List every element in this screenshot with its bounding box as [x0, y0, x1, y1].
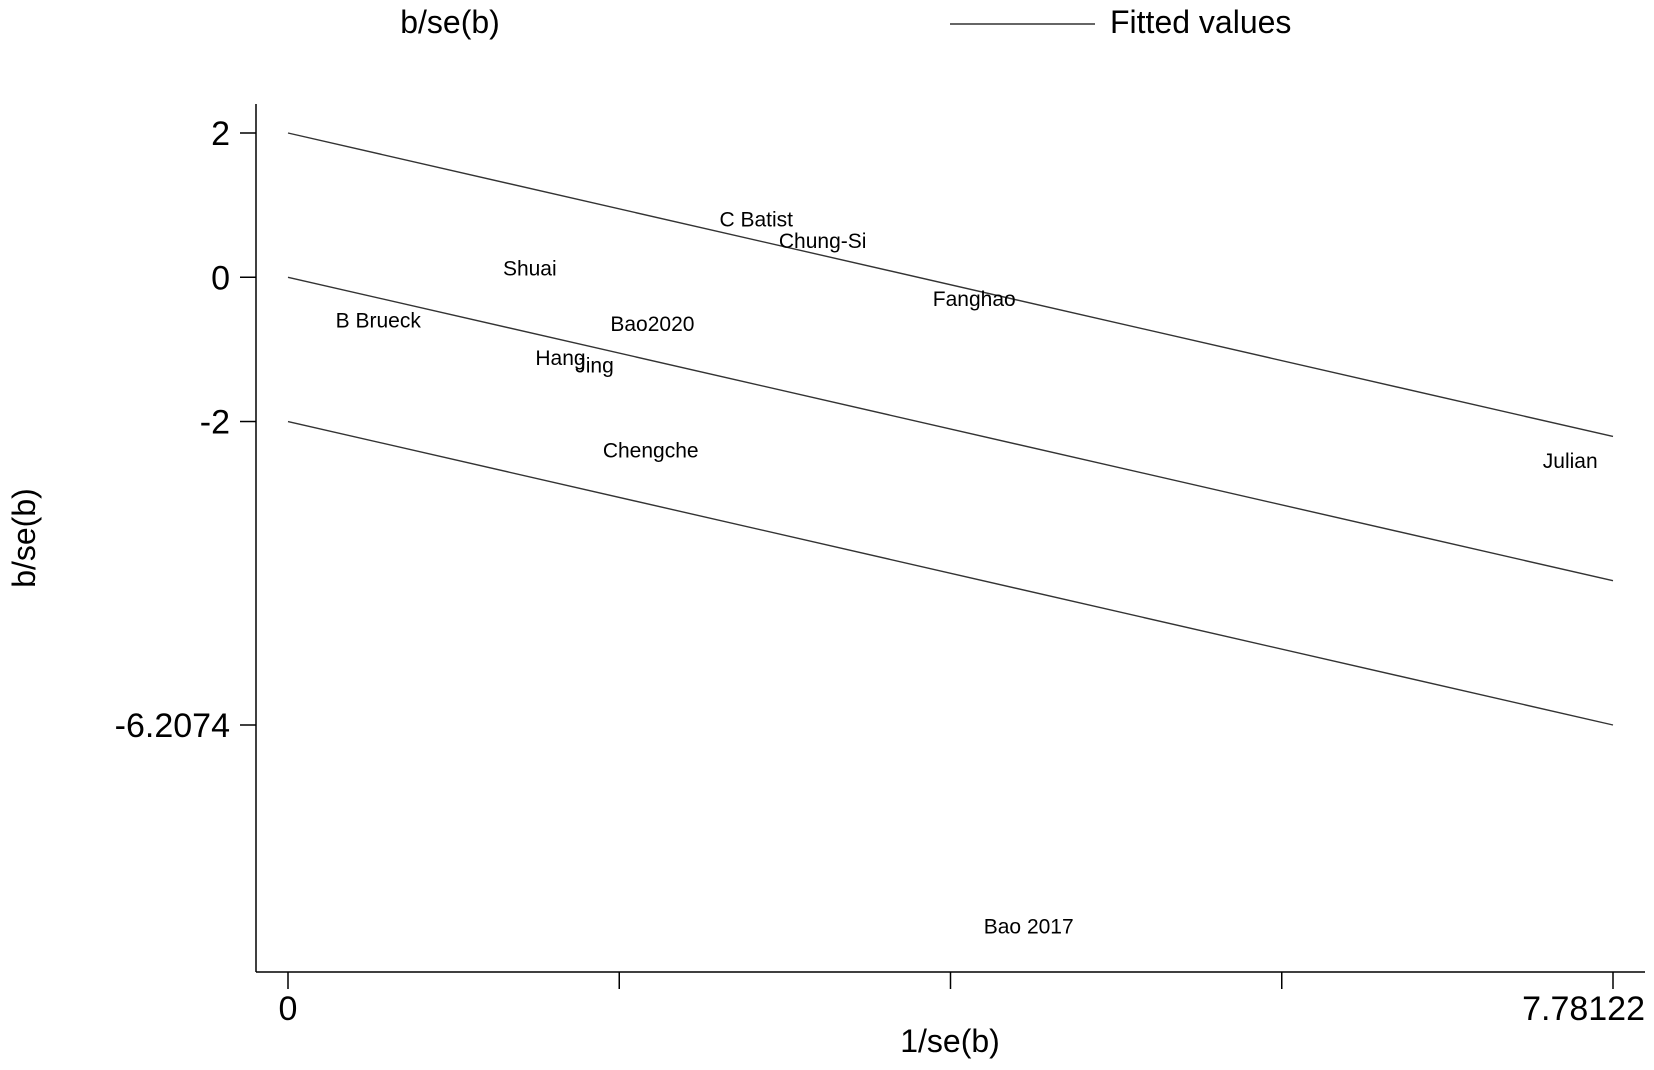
- legend: b/se(b) Fitted values: [400, 4, 1291, 40]
- y-axis-title: b/se(b): [6, 488, 42, 588]
- legend-label-fitted-values: Fitted values: [1110, 4, 1291, 40]
- x-axis-title: 1/se(b): [900, 1023, 1000, 1059]
- point-label: Chengche: [603, 439, 699, 462]
- fitted-line-fit: [287, 276, 1614, 582]
- x-axis-ticks: 0 7.78122: [279, 972, 1645, 1028]
- fitted-line-lower: [287, 420, 1614, 726]
- point-label: Chung-Si: [779, 230, 867, 253]
- point-label: Shuai: [503, 258, 557, 281]
- point-label: C Batist: [720, 209, 794, 232]
- fitted-lines: [287, 132, 1614, 726]
- point-label: Bao 2017: [984, 915, 1074, 938]
- point-label: Julian: [1543, 450, 1598, 473]
- y-tick-label: 2: [211, 115, 230, 153]
- x-tick-label: 0: [279, 990, 298, 1028]
- point-label: Bao2020: [610, 313, 694, 336]
- legend-label-points: b/se(b): [400, 4, 500, 40]
- x-tick-label: 7.78122: [1522, 990, 1645, 1028]
- y-tick-label: -6.2074: [115, 707, 230, 745]
- point-label: Hang: [535, 347, 585, 370]
- point-label: B Brueck: [336, 310, 422, 333]
- point-label: Fanghao: [933, 288, 1016, 311]
- y-axis-ticks: 2 0 -2 -6.2074: [115, 115, 256, 745]
- y-tick-label: -2: [200, 404, 230, 442]
- y-tick-label: 0: [211, 259, 230, 297]
- point-label: Jing: [575, 354, 614, 377]
- fitted-line-upper: [287, 132, 1614, 438]
